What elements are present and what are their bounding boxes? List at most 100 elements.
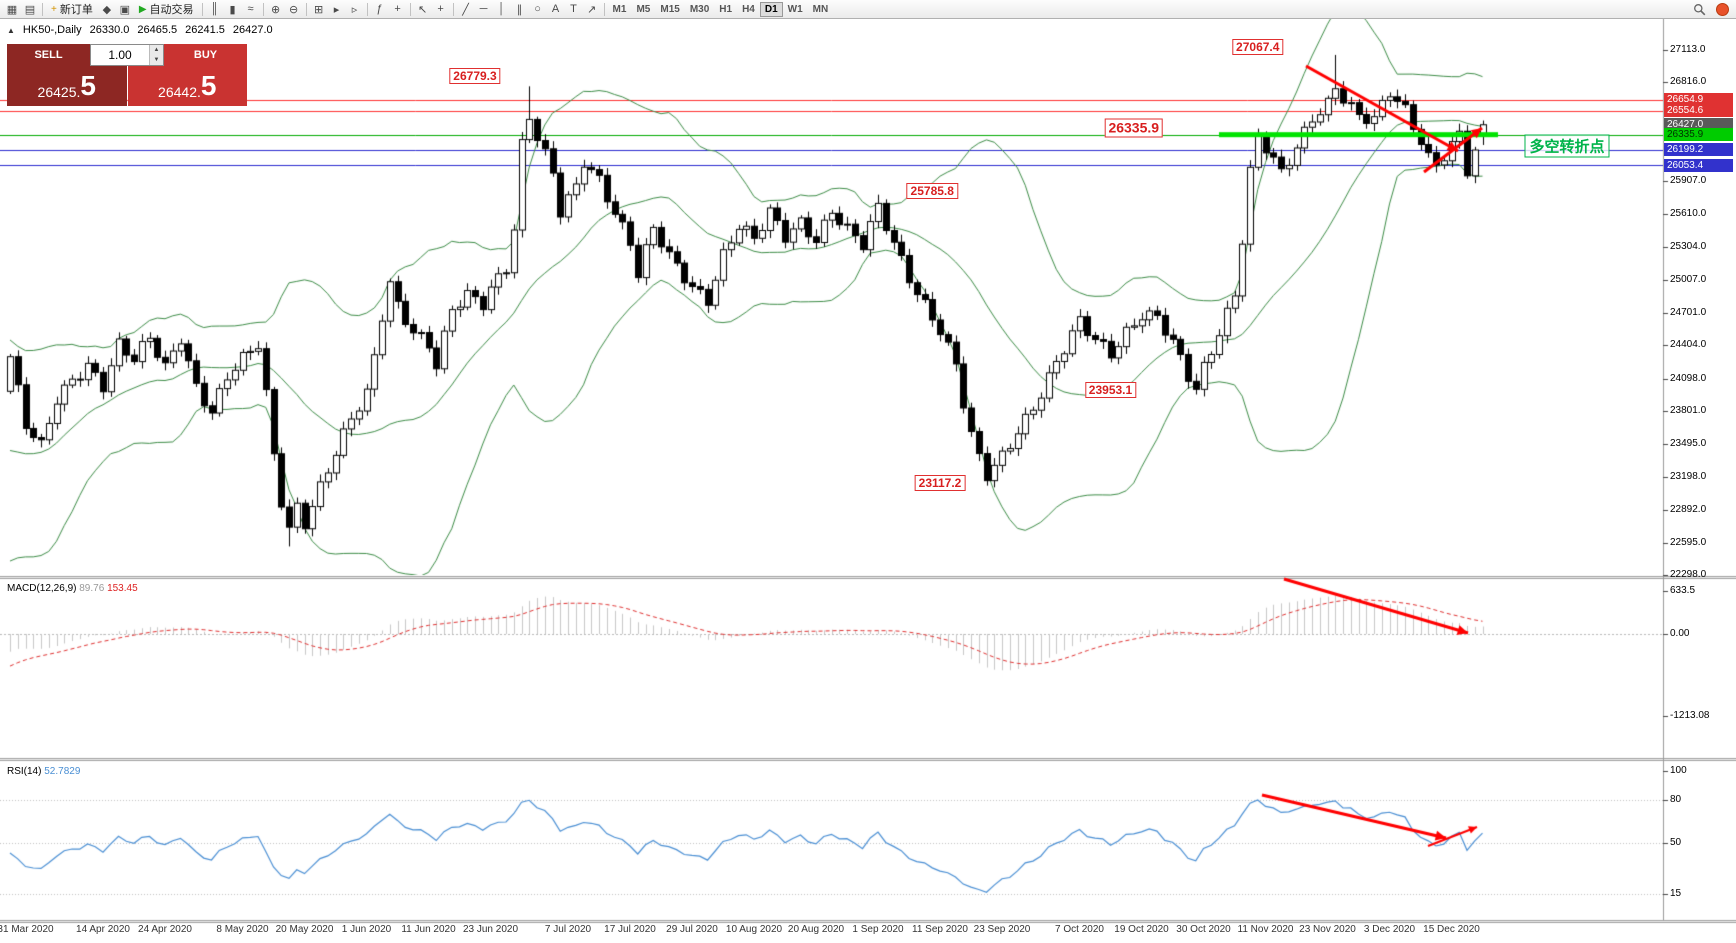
buy-price-display[interactable]: 26442. 5 [127, 66, 247, 106]
date-axis-label: 20 May 2020 [275, 924, 334, 935]
macd-indicator-title: MACD(12,26,9) 89.76 153.45 [7, 583, 138, 594]
text-label-icon[interactable]: T [565, 1, 583, 17]
tile-windows-icon[interactable]: ⊞ [310, 1, 328, 17]
date-axis-label: 7 Jul 2020 [544, 924, 592, 935]
price-axis-label: 26816.0 [1670, 76, 1707, 88]
search-icon[interactable] [1689, 1, 1709, 17]
cursor-icon[interactable]: ↖ [414, 1, 432, 17]
timeframe-mn-button[interactable]: MN [808, 2, 834, 17]
chart-shift-icon[interactable]: ▹ [346, 1, 364, 17]
buy-price-big-digit: 5 [200, 70, 217, 101]
chart-profiles-icon[interactable]: ▤ [21, 1, 39, 17]
macd-name: MACD(12,26,9) [7, 583, 77, 594]
connection-status-icon [1716, 2, 1729, 16]
new-chart-icon[interactable]: ▦ [3, 1, 21, 17]
line-chart-icon[interactable]: ≈ [242, 1, 260, 17]
one-click-trading-panel: SELL 1.00 ▲ ▼ BUY 26425. 5 26442. 5 [7, 44, 247, 106]
auto-scroll-icon[interactable]: ▸ [328, 1, 346, 17]
turning-point-annotation[interactable]: 多空转折点 [1524, 134, 1610, 158]
timeframe-m1-button[interactable]: M1 [608, 2, 632, 17]
auto-trading-icon: ▶ [138, 3, 147, 15]
shapes-icon[interactable]: ○ [529, 1, 547, 17]
horizontal-line-icon[interactable]: ─ [475, 1, 493, 17]
macd-axis-label: 633.5 [1670, 584, 1696, 596]
sell-button[interactable]: SELL [7, 44, 90, 66]
date-axis-label: 31 Mar 2020 [0, 924, 54, 935]
volume-input[interactable]: 1.00 [108, 48, 132, 62]
date-axis-label: 23 Jun 2020 [462, 924, 519, 935]
ohlc-low-value: 26241.5 [185, 24, 225, 36]
timeframe-m15-button[interactable]: M15 [655, 2, 684, 17]
toolbar-separator [366, 2, 368, 16]
toolbar-separator [262, 2, 264, 16]
date-axis-label: 14 Apr 2020 [76, 924, 130, 935]
date-axis-label: 23 Nov 2020 [1299, 924, 1356, 935]
timeframe-h4-button[interactable]: H4 [737, 2, 760, 17]
price-tag: 26053.4 [1664, 158, 1733, 172]
price-annotation-label[interactable]: 27067.4 [1232, 39, 1284, 55]
date-axis-label: 10 Aug 2020 [725, 924, 783, 935]
toolbar-right-group [1689, 1, 1733, 17]
price-axis-label: 24098.0 [1670, 372, 1707, 384]
auto-trading-button[interactable]: ▶ 自动交易 [134, 1, 199, 17]
add-indicator-icon[interactable]: + [389, 1, 407, 17]
vertical-line-icon[interactable]: │ [493, 1, 511, 17]
sell-price-display[interactable]: 26425. 5 [7, 66, 127, 106]
date-axis-label: 30 Oct 2020 [1176, 924, 1231, 935]
macd-axis-label: -1213.08 [1670, 710, 1710, 722]
crosshair-icon[interactable]: + [432, 1, 450, 17]
price-axis-label: 27113.0 [1670, 43, 1706, 55]
timeframe-h1-button[interactable]: H1 [714, 2, 737, 17]
arrow-tool-icon[interactable]: ↗ [583, 1, 601, 17]
price-axis-label: 25610.0 [1670, 207, 1707, 219]
navigator-icon[interactable]: ▣ [116, 1, 134, 17]
date-axis-label: 11 Sep 2020 [912, 924, 968, 935]
trendline-icon[interactable]: ╱ [457, 1, 475, 17]
timeframe-m5-button[interactable]: M5 [631, 2, 655, 17]
auto-trading-button-label: 自动交易 [149, 4, 194, 16]
toolbar-separator [201, 2, 203, 16]
date-axis-label: 24 Apr 2020 [138, 924, 192, 935]
date-axis-label: 19 Oct 2020 [1114, 924, 1169, 935]
date-axis-label: 20 Aug 2020 [787, 924, 845, 935]
new-order-button-label: 新订单 [59, 4, 93, 16]
timeframe-w1-button[interactable]: W1 [783, 2, 808, 17]
price-tag: 26199.2 [1664, 143, 1733, 157]
rsi-axis-label: 15 [1670, 887, 1682, 899]
volume-up-button[interactable]: ▲ [150, 45, 163, 55]
macd-axis-label: 0.00 [1670, 628, 1690, 639]
price-annotation-label[interactable]: 23117.2 [914, 474, 966, 491]
price-axis-label: 22595.0 [1670, 536, 1707, 548]
text-icon[interactable]: A [547, 1, 565, 17]
indicators-icon[interactable]: ƒ [371, 1, 389, 17]
timeframe-m30-button[interactable]: M30 [685, 2, 714, 17]
zoom-out-icon[interactable]: ⊖ [285, 1, 303, 17]
collapse-panel-icon[interactable]: ▲ [7, 25, 15, 35]
price-axis-label: 22298.0 [1670, 569, 1707, 580]
price-axis-label: 25007.0 [1670, 273, 1707, 285]
rsi-axis-label: 100 [1670, 765, 1687, 776]
price-axis-label: 23801.0 [1670, 405, 1707, 417]
price-annotation-label[interactable]: 23953.1 [1084, 381, 1137, 398]
timeframe-d1-button[interactable]: D1 [759, 1, 783, 17]
price-tag: 26554.6 [1664, 104, 1733, 118]
new-order-button[interactable]: + 新订单 [46, 1, 98, 17]
price-annotation-label[interactable]: 25785.8 [906, 183, 958, 200]
buy-button[interactable]: BUY [164, 44, 247, 66]
volume-down-button[interactable]: ▼ [150, 55, 163, 65]
price-axis-label: 22892.0 [1670, 504, 1707, 516]
volume-control: 1.00 ▲ ▼ [90, 44, 164, 66]
price-annotation-label[interactable]: 26779.3 [449, 68, 501, 85]
zoom-in-icon[interactable]: ⊕ [267, 1, 285, 17]
price-annotation-label[interactable]: 26335.9 [1104, 118, 1164, 138]
date-axis-label: 23 Sep 2020 [973, 924, 1031, 935]
date-axis-label: 15 Dec 2020 [1423, 924, 1480, 935]
market-watch-icon[interactable]: ◆ [98, 1, 116, 17]
date-axis-label: 7 Oct 2020 [1055, 924, 1104, 935]
rsi-axis-label: 50 [1670, 837, 1682, 849]
candlestick-chart-icon[interactable]: ▮ [224, 1, 242, 17]
channel-icon[interactable]: ∥ [511, 1, 529, 17]
bar-chart-icon[interactable]: ║ [206, 1, 224, 17]
toolbar-separator [305, 2, 307, 16]
